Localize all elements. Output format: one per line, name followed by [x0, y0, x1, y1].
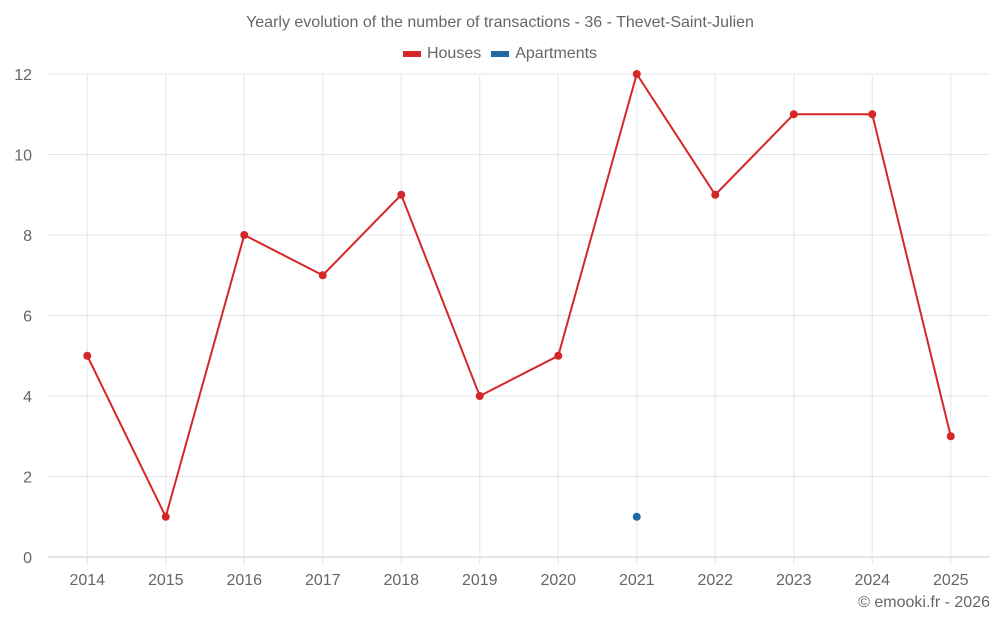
- data-point-houses: [789, 110, 798, 119]
- data-point-houses: [475, 392, 484, 400]
- x-tick-label: 2018: [383, 572, 419, 589]
- data-point-houses: [397, 190, 406, 199]
- data-point-apartments: [632, 512, 641, 521]
- x-tick-label: 2019: [462, 572, 498, 589]
- x-tick-label: 2014: [69, 572, 105, 589]
- x-tick-label: 2015: [148, 572, 184, 589]
- copyright-footer: © emooki.fr - 2026: [858, 594, 990, 611]
- x-tick-label: 2016: [226, 572, 262, 589]
- houses-swatch-icon: [402, 51, 421, 57]
- data-point-houses: [318, 271, 327, 280]
- chart-legend: Houses Apartments: [0, 45, 1000, 63]
- x-tick-label: 2025: [933, 572, 969, 589]
- data-point-houses: [946, 432, 955, 441]
- data-point-houses: [83, 351, 92, 360]
- y-tick-label: 10: [14, 148, 32, 165]
- x-tick-label: 2023: [776, 572, 812, 589]
- y-tick-label: 0: [23, 550, 32, 567]
- x-tick-label: 2022: [697, 572, 733, 589]
- series-line-houses: [86, 71, 952, 520]
- data-point-houses: [711, 190, 720, 199]
- x-tick-label: 2021: [619, 572, 655, 589]
- x-tick-label: 2020: [540, 572, 576, 589]
- legend-item-apartments[interactable]: Apartments: [491, 45, 597, 63]
- x-tick-label: 2024: [854, 572, 890, 589]
- y-tick-label: 6: [23, 309, 32, 326]
- y-tick-label: 8: [23, 228, 32, 245]
- chart-title: Yearly evolution of the number of transa…: [246, 14, 754, 31]
- legend-label-houses: Houses: [426, 45, 482, 62]
- y-tick-label: 4: [23, 389, 32, 406]
- legend-item-houses[interactable]: Houses: [402, 45, 482, 63]
- y-tick-label: 12: [14, 67, 32, 84]
- x-tick-label: 2017: [305, 572, 341, 589]
- data-point-houses: [868, 110, 877, 119]
- legend-label-apartments: Apartments: [515, 45, 598, 62]
- data-point-houses: [240, 231, 249, 239]
- data-point-houses: [554, 351, 563, 360]
- data-point-houses: [161, 512, 170, 521]
- apartments-swatch-icon: [491, 51, 510, 57]
- data-point-houses: [632, 70, 641, 78]
- y-tick-label: 2: [23, 470, 32, 487]
